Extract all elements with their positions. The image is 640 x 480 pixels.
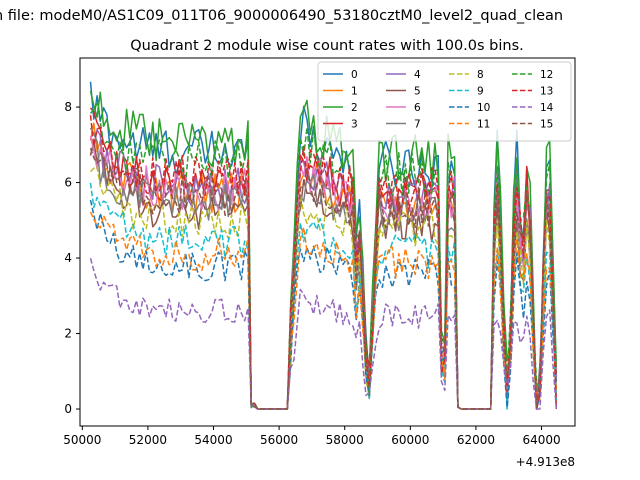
x-tick-label: 64000 <box>522 433 560 447</box>
legend-label-5: 5 <box>414 86 421 98</box>
x-tick-label: 56000 <box>260 433 298 447</box>
plot-area-frame <box>79 57 576 427</box>
x-tick-label: 58000 <box>326 433 364 447</box>
legend-label-7: 7 <box>414 119 421 131</box>
legend-label-14: 14 <box>540 102 554 114</box>
legend-label-11: 11 <box>477 119 490 131</box>
legend-label-1: 1 <box>351 86 358 98</box>
legend-label-10: 10 <box>477 102 490 114</box>
x-tick-label: 50000 <box>63 433 101 447</box>
series-layer <box>89 81 558 410</box>
series-line-8 <box>89 165 558 410</box>
legend-label-3: 3 <box>351 119 358 131</box>
series-line-14 <box>89 258 558 410</box>
series-line-12 <box>89 102 558 410</box>
y-tick-label: 6 <box>64 176 72 190</box>
suptitle: n file: modeM0/AS1C09_011T06_9000006490_… <box>0 8 563 24</box>
y-tick-label: 0 <box>64 402 72 416</box>
x-tick-label: 54000 <box>194 433 232 447</box>
y-tick-label: 2 <box>64 327 72 341</box>
legend-label-2: 2 <box>351 102 358 114</box>
legend-label-15: 15 <box>540 119 553 131</box>
x-offset-label: +4.913e8 <box>516 455 575 469</box>
legend-label-8: 8 <box>477 69 484 81</box>
legend-label-9: 9 <box>477 86 484 98</box>
y-axis: 0 2 4 6 8 <box>64 100 80 416</box>
legend-label-0: 0 <box>351 69 358 81</box>
x-tick-label: 60000 <box>391 433 429 447</box>
y-tick-label: 4 <box>64 251 72 265</box>
legend-label-13: 13 <box>540 86 553 98</box>
legend-label-12: 12 <box>540 69 553 81</box>
series-line-15 <box>89 147 558 410</box>
x-tick-label: 52000 <box>129 433 167 447</box>
chart-title: Quadrant 2 module wise count rates with … <box>130 38 524 54</box>
y-tick-label: 8 <box>64 100 72 114</box>
legend-label-4: 4 <box>414 69 421 81</box>
legend-label-6: 6 <box>414 102 421 114</box>
x-tick-label: 62000 <box>457 433 495 447</box>
series-line-11 <box>89 211 558 410</box>
x-axis: 50000 52000 54000 56000 58000 60000 62000 64000 <box>63 426 561 447</box>
legend-frame <box>317 61 572 142</box>
